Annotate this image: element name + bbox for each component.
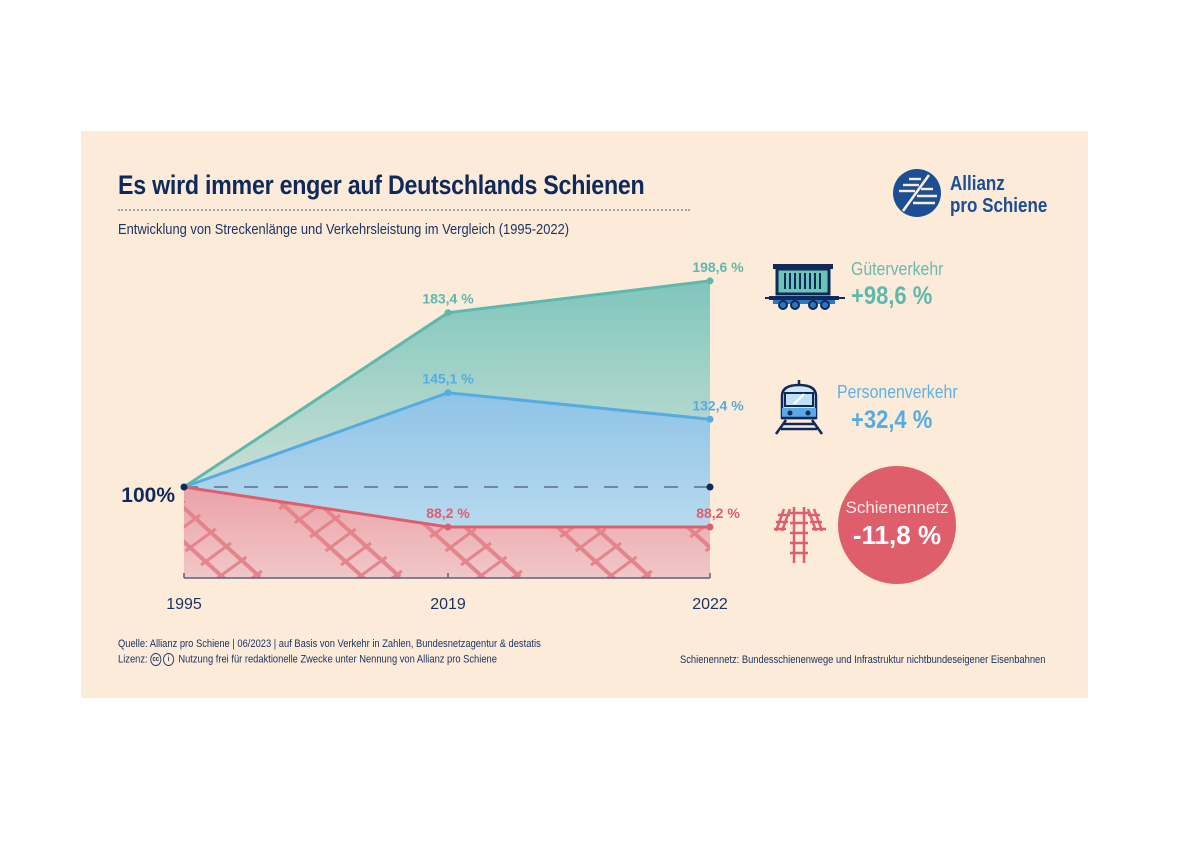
- area-schienennetz: [184, 487, 710, 578]
- attribution-icon: i: [162, 653, 175, 666]
- schienennetz-badge: Schienennetz -11,8 %: [838, 466, 956, 584]
- point-schienennetz: [444, 523, 452, 531]
- point-gueterverkehr: [444, 309, 452, 317]
- schienennetz-value: -11,8 %: [852, 520, 942, 550]
- personenverkehr-value: +32,4 %: [851, 406, 933, 434]
- point-gueterverkehr: [706, 277, 714, 285]
- data-label-personenverkehr: 145,1 %: [422, 371, 474, 387]
- point-personenverkehr: [706, 415, 714, 423]
- data-label-gueterverkehr: 198,6 %: [692, 259, 744, 275]
- x-tick-label: 2022: [692, 596, 728, 613]
- subtitle: Entwicklung von Streckenlänge und Verkeh…: [118, 221, 570, 238]
- x-tick-label: 2019: [430, 596, 466, 613]
- logo-text: Allianz pro Schiene: [950, 173, 1047, 217]
- baseline-label: 100%: [121, 484, 175, 507]
- x-tick-label: 1995: [166, 596, 202, 613]
- point-personenverkehr: [444, 389, 452, 397]
- data-label-gueterverkehr: 183,4 %: [422, 291, 474, 307]
- schienennetz-label: Schienennetz: [845, 498, 949, 517]
- logo-line-2: pro Schiene: [950, 195, 1048, 217]
- source-note: Quelle: Allianz pro Schiene | 06/2023 | …: [118, 638, 541, 650]
- logo-line-1: Allianz: [950, 173, 1005, 195]
- data-label-schienennetz: 88,2 %: [696, 505, 740, 521]
- license-note: Lizenz: cc i Nutzung frei für redaktionel…: [118, 653, 497, 666]
- baseline-point: [180, 483, 188, 491]
- data-label-personenverkehr: 132,4 %: [692, 397, 744, 413]
- rail-tracks-icon: [774, 507, 826, 563]
- freight-wagon-icon: [765, 264, 845, 310]
- cc-icon: cc: [150, 653, 162, 666]
- license-text: Nutzung frei für redaktionelle Zwecke un…: [178, 653, 497, 666]
- allianz-logo-icon: [893, 169, 941, 217]
- data-label-schienennetz: 88,2 %: [426, 505, 470, 521]
- baseline-point: [706, 483, 714, 491]
- page-title: Es wird immer enger auf Deutschlands Sch…: [118, 170, 645, 200]
- point-schienennetz: [706, 523, 714, 531]
- gueterverkehr-value: +98,6 %: [851, 282, 933, 310]
- personenverkehr-label: Personenverkehr: [837, 382, 958, 402]
- title-divider: [118, 209, 690, 211]
- passenger-train-icon: [774, 380, 824, 435]
- schienennetz-definition: Schienennetz: Bundesschienenwege und Inf…: [680, 654, 1046, 666]
- x-ticks: 1995 2019 2022: [166, 573, 728, 613]
- gueterverkehr-label: Güterverkehr: [851, 259, 944, 279]
- license-label: Lizenz:: [118, 653, 148, 666]
